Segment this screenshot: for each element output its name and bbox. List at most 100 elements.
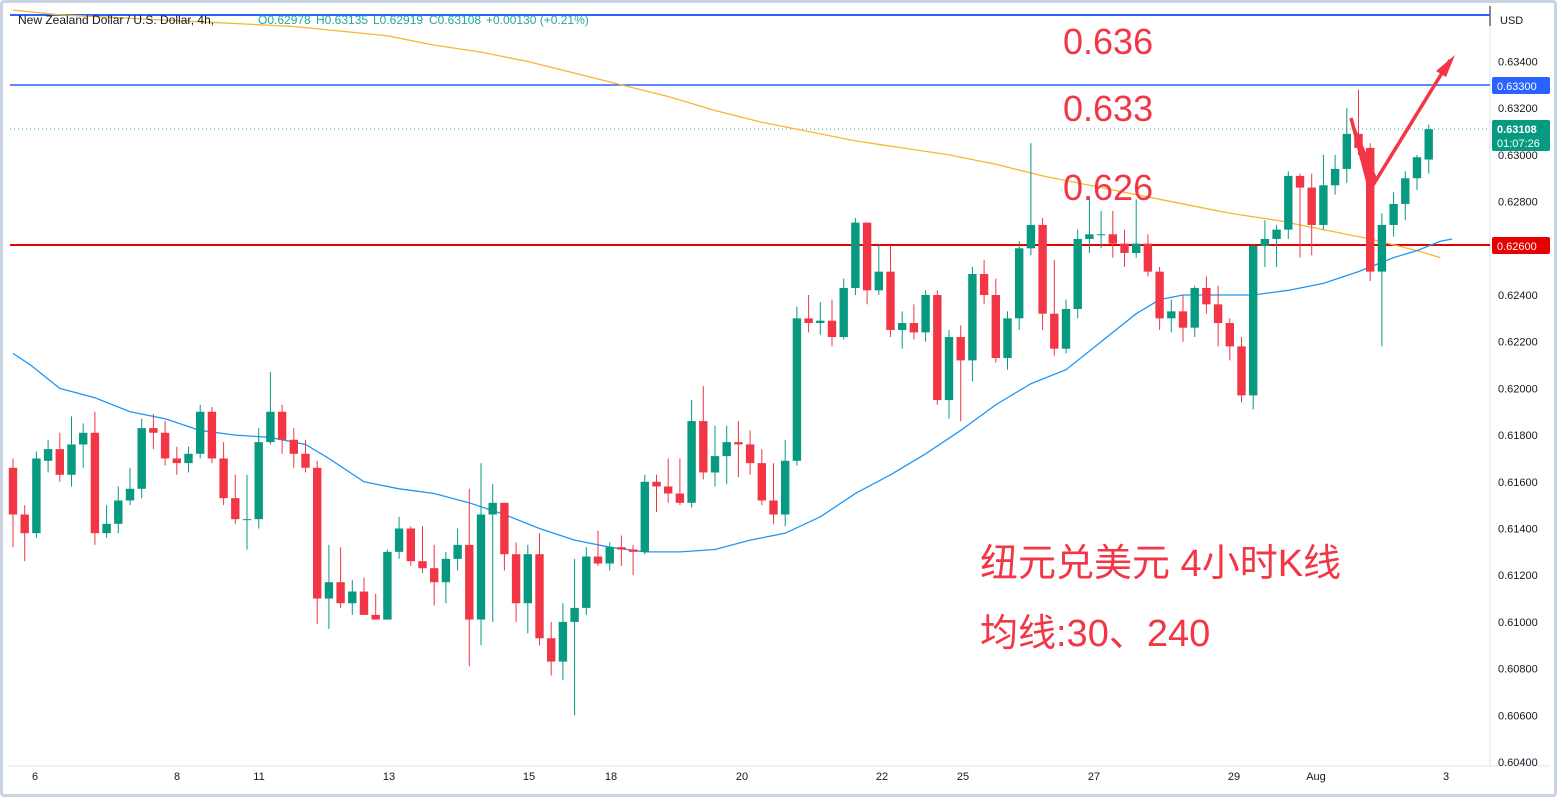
candle[interactable] <box>266 372 275 445</box>
candle[interactable] <box>1050 259 1059 356</box>
candle[interactable] <box>745 430 755 475</box>
candle[interactable] <box>207 407 217 464</box>
candle[interactable] <box>149 414 158 450</box>
candle[interactable] <box>968 266 977 382</box>
candle[interactable] <box>1260 220 1270 267</box>
candle[interactable] <box>1412 154 1422 190</box>
candle[interactable] <box>441 551 451 604</box>
candle[interactable] <box>664 458 673 503</box>
candle[interactable] <box>944 330 954 419</box>
candle[interactable] <box>1120 229 1129 267</box>
candle[interactable] <box>921 290 930 342</box>
candle[interactable] <box>313 460 322 625</box>
candle[interactable] <box>394 516 404 559</box>
candle[interactable] <box>20 505 29 562</box>
candle[interactable] <box>219 442 228 506</box>
candle[interactable] <box>874 243 883 295</box>
ma240-line[interactable] <box>12 9 1441 259</box>
candle[interactable] <box>371 593 380 620</box>
candle[interactable] <box>67 416 76 487</box>
candle[interactable] <box>1249 243 1258 410</box>
candle[interactable] <box>1377 213 1387 347</box>
candle[interactable] <box>570 558 579 716</box>
candle[interactable] <box>406 526 415 566</box>
candle[interactable] <box>1272 224 1281 267</box>
candle[interactable] <box>196 404 205 459</box>
candle[interactable] <box>909 304 919 340</box>
candle[interactable] <box>1132 199 1141 258</box>
candle[interactable] <box>1319 154 1328 230</box>
candle[interactable] <box>558 603 568 681</box>
candle[interactable] <box>769 463 778 524</box>
candle[interactable] <box>1073 229 1082 319</box>
candle[interactable] <box>500 502 509 571</box>
candle[interactable] <box>956 325 965 422</box>
candle[interactable] <box>523 544 532 634</box>
candle[interactable] <box>32 451 41 538</box>
candle[interactable] <box>348 579 357 615</box>
candle[interactable] <box>55 432 64 482</box>
candle[interactable] <box>160 421 170 466</box>
candle[interactable] <box>242 474 252 550</box>
candle[interactable] <box>465 488 474 667</box>
candle[interactable] <box>898 311 907 349</box>
candle[interactable] <box>1295 173 1305 258</box>
candle[interactable] <box>476 463 486 646</box>
candle[interactable] <box>979 259 989 305</box>
candle[interactable] <box>102 505 111 538</box>
candle[interactable] <box>79 423 88 468</box>
candle[interactable] <box>1401 171 1410 221</box>
candle[interactable] <box>699 386 708 480</box>
candle[interactable] <box>172 446 181 475</box>
candle[interactable] <box>1284 171 1293 239</box>
candle[interactable] <box>1213 285 1223 347</box>
candle[interactable] <box>1225 318 1234 361</box>
candle[interactable] <box>488 484 497 622</box>
candle[interactable] <box>675 458 685 506</box>
candle[interactable] <box>1307 173 1316 256</box>
candle[interactable] <box>1038 217 1047 331</box>
candle[interactable] <box>640 474 649 555</box>
candle[interactable] <box>851 217 860 295</box>
candle[interactable] <box>418 526 427 573</box>
candle[interactable] <box>1330 154 1340 195</box>
candle[interactable] <box>792 306 802 466</box>
candle[interactable] <box>781 439 790 527</box>
candle[interactable] <box>184 446 193 473</box>
candle[interactable] <box>137 418 146 499</box>
candle[interactable] <box>991 278 1000 363</box>
candle[interactable] <box>453 528 462 571</box>
candle[interactable] <box>1026 143 1036 256</box>
candle[interactable] <box>605 542 614 571</box>
candle[interactable] <box>1108 210 1117 258</box>
candle[interactable] <box>324 544 334 629</box>
candle[interactable] <box>687 400 696 508</box>
candle[interactable] <box>582 547 591 615</box>
candle[interactable] <box>1167 299 1176 333</box>
candle[interactable] <box>1061 299 1071 354</box>
candle[interactable] <box>1003 311 1012 370</box>
candle[interactable] <box>1237 337 1246 403</box>
candle[interactable] <box>652 474 661 513</box>
candle[interactable] <box>1155 266 1164 331</box>
candle[interactable] <box>231 474 240 524</box>
candle[interactable] <box>722 425 731 485</box>
candle[interactable] <box>862 222 872 305</box>
candle[interactable] <box>289 428 298 468</box>
candle[interactable] <box>933 290 942 405</box>
ma30-line[interactable] <box>12 238 1453 553</box>
candle[interactable] <box>710 425 720 487</box>
candle[interactable] <box>336 547 345 608</box>
candle[interactable] <box>1085 196 1094 253</box>
candle[interactable] <box>359 577 369 615</box>
candle[interactable] <box>839 278 848 340</box>
candle[interactable] <box>734 421 743 478</box>
candle[interactable] <box>1015 241 1024 331</box>
candle[interactable] <box>301 439 310 473</box>
candle[interactable] <box>593 530 603 566</box>
candle[interactable] <box>1202 276 1211 314</box>
candle[interactable] <box>43 439 53 473</box>
candle[interactable] <box>1178 295 1188 342</box>
candle[interactable] <box>114 486 123 534</box>
